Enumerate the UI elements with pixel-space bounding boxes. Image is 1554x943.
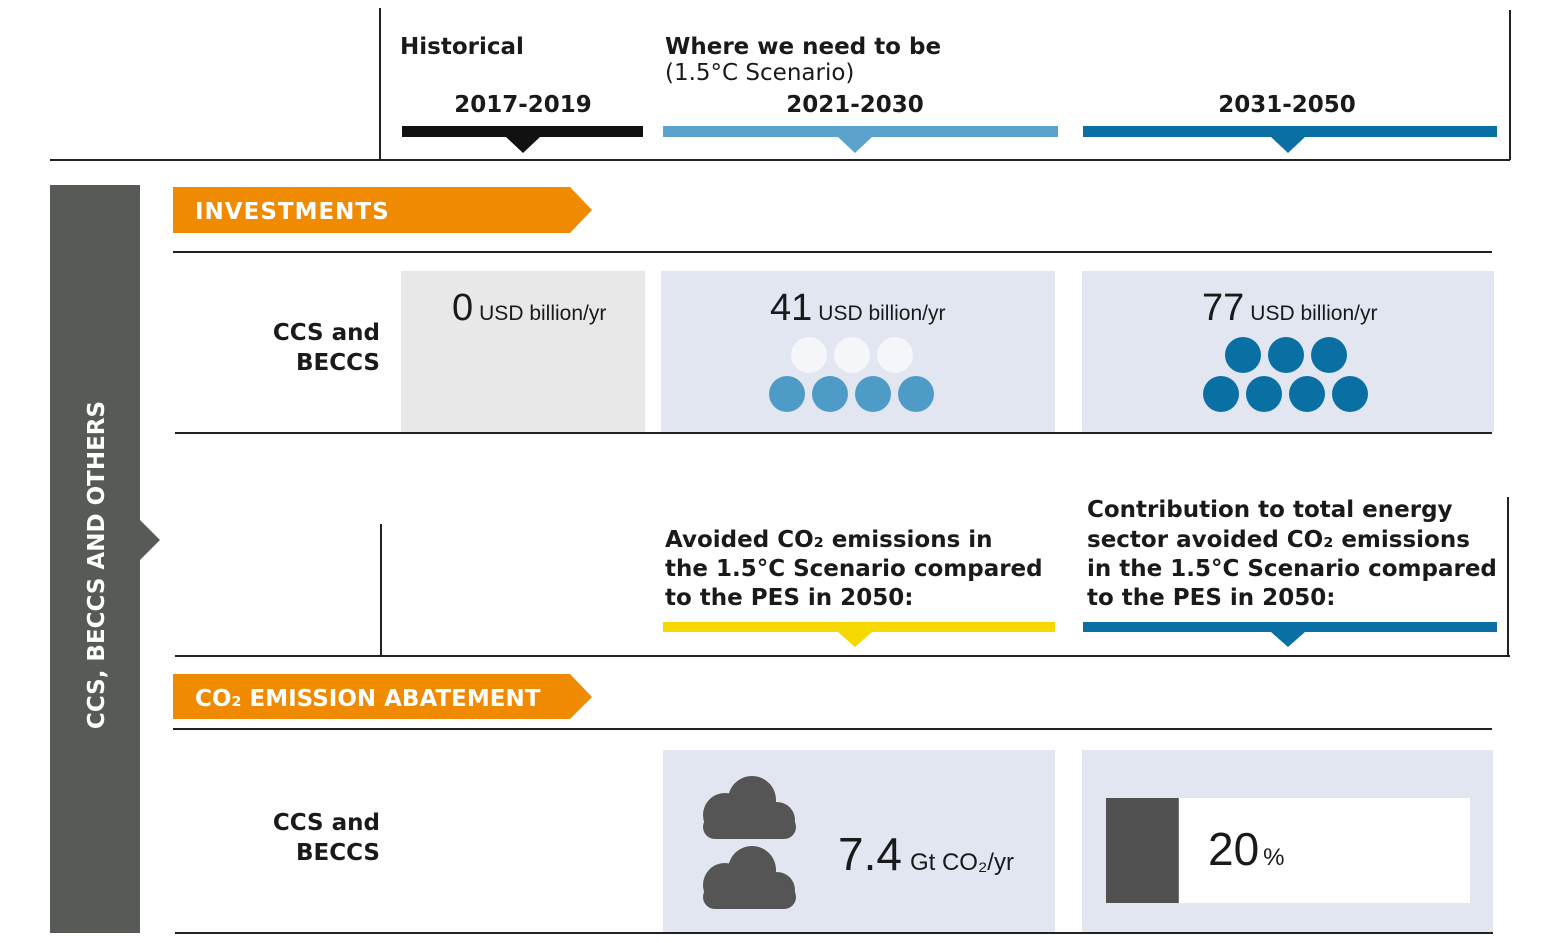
header-target-sub: (1.5°C Scenario): [665, 60, 854, 86]
investment-value: 77 USD billion/yr: [1202, 287, 1377, 329]
unit: USD billion/yr: [818, 302, 945, 325]
cloud-icons: [703, 776, 796, 909]
row-label: BECCS: [296, 840, 380, 866]
coin-icons: [769, 337, 1368, 412]
section-title: INVESTMENTS: [195, 199, 390, 225]
row-label: CCS and: [273, 810, 380, 836]
note-line: the 1.5°C Scenario compared: [665, 556, 1043, 582]
period: 2031-2050: [1218, 92, 1356, 118]
row-label: CCS and: [273, 320, 380, 346]
note-line: Avoided CO₂ emissions in: [665, 527, 993, 553]
value: 77: [1202, 287, 1244, 329]
section-title: CO₂ EMISSION ABATEMENT: [195, 686, 541, 712]
note-bar: [663, 622, 1055, 647]
period-bar: [1083, 126, 1497, 153]
header-target: Where we need to be: [665, 34, 941, 60]
side-label: CCS, BECCS AND OTHERS: [84, 401, 110, 729]
unit: USD billion/yr: [1250, 302, 1377, 325]
share-value: 20%: [1208, 823, 1285, 875]
note-line: to the PES in 2050:: [1087, 585, 1335, 611]
period: 2017-2019: [454, 92, 592, 118]
investment-value: 41 USD billion/yr: [770, 287, 945, 329]
note-line: to the PES in 2050:: [665, 585, 913, 611]
row-label: BECCS: [296, 350, 380, 376]
avoided-value: 7.4 Gt CO₂/yr: [838, 828, 1014, 880]
period-bar: [402, 126, 643, 153]
unit: Gt CO₂/yr: [910, 849, 1014, 876]
side-panel: [50, 185, 160, 933]
note-line: Contribution to total energy: [1087, 497, 1453, 523]
unit: USD billion/yr: [479, 302, 606, 325]
period: 2021-2030: [786, 92, 924, 118]
share-bar: [1106, 798, 1179, 903]
note-bar: [1083, 622, 1497, 647]
section-banner: [173, 674, 592, 719]
value: 41: [770, 287, 812, 329]
value: 20: [1208, 823, 1259, 875]
unit: %: [1263, 844, 1284, 871]
value: 0: [452, 287, 473, 329]
cell: [401, 271, 645, 432]
section-banner: [173, 187, 592, 233]
header-historical: Historical: [400, 34, 524, 60]
note-line: sector avoided CO₂ emissions: [1087, 527, 1470, 553]
investment-value: 0 USD billion/yr: [452, 287, 606, 329]
period-bar: [663, 126, 1058, 153]
value: 7.4: [838, 828, 902, 880]
note-line: in the 1.5°C Scenario compared: [1087, 556, 1497, 582]
